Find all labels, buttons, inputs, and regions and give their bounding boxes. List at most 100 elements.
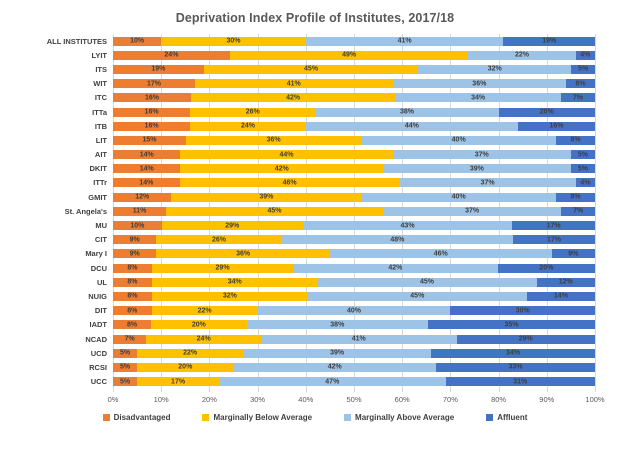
bar-segment-marginally-above-average: 32% [418,64,572,74]
data-label: 29% [215,264,230,272]
bar-segment-marginally-below-average: 42% [180,164,383,174]
bar-segment-affluent: 6% [566,79,595,89]
data-label: 5% [119,363,131,371]
bar-segment-affluent: 8% [556,135,595,145]
bar-segment-marginally-above-average: 38% [246,320,428,330]
category-label: MU [95,221,107,231]
bar-segment-affluent: 5% [570,150,595,160]
bar-row: UL 8% 34% 45% 12% [0,275,630,289]
category-label: UCC [90,377,107,387]
data-label: 17% [546,222,561,230]
bar-segment-disadvantaged: 14% [113,150,181,160]
bar-segment-disadvantaged: 8% [113,306,152,316]
bar-segment-disadvantaged: 8% [113,277,152,287]
data-label: 34% [506,349,521,357]
data-label: 37% [474,151,489,159]
bar-segment-marginally-below-average: 22% [151,306,258,316]
bar-segment-affluent: 5% [570,164,595,174]
category-label: ITB [94,121,107,131]
data-label: 36% [236,250,251,258]
stacked-bar: 9% 36% 46% 9% [113,249,595,259]
bar-segment-affluent: 17% [513,235,595,245]
bar-segment-disadvantaged: 5% [113,362,138,372]
bar-segment-disadvantaged: 9% [113,235,157,245]
stacked-bar: 16% 26% 38% 20% [113,107,595,117]
bar-row: NUIG 8% 32% 45% 14% [0,289,630,303]
bar-segment-disadvantaged: 19% [113,64,204,74]
data-label: 30% [226,37,241,45]
bar-row: UCD 5% 22% 39% 34% [0,346,630,360]
x-axis-tick-label: 90% [539,394,555,404]
data-label: 48% [390,236,405,244]
bar-segment-marginally-above-average: 37% [382,206,562,216]
x-axis-tick-label: 10% [153,394,169,404]
stacked-bar: 16% 24% 44% 16% [113,121,596,131]
category-label: UL [97,277,107,287]
category-label: RCSI [89,362,107,372]
data-label: 29% [225,222,240,230]
bar-segment-disadvantaged: 14% [113,178,180,188]
bar-row: UCC 5% 17% 47% 31% [0,375,630,389]
data-label: 16% [144,108,159,116]
x-axis-tick-label: 30% [250,394,266,404]
bar-segment-marginally-above-average: 42% [293,263,498,273]
bar-segment-affluent: 30% [450,306,595,316]
legend-label: Marginally Above Average [355,412,455,422]
data-label: 24% [164,51,179,59]
data-label: 16% [144,94,159,102]
data-label: 32% [222,292,237,300]
data-label: 7% [573,207,584,215]
legend-item-marginally-below-average: Marginally Below Average [202,413,312,422]
stacked-bar: 7% 24% 41% 29% [113,334,595,344]
bar-segment-marginally-above-average: 37% [399,178,576,188]
category-label: NUIG [88,291,107,301]
bar-segment-marginally-below-average: 34% [151,277,318,287]
data-label: 8% [127,321,138,329]
bar-segment-marginally-below-average: 44% [180,150,393,160]
data-label: 20% [191,321,206,329]
data-label: 8% [570,136,581,144]
stacked-bar: 9% 26% 48% 17% [113,235,595,245]
bar-segment-marginally-below-average: 45% [166,206,383,216]
bar-segment-affluent: 20% [497,263,595,273]
stacked-bar: 16% 42% 34% 7% [113,93,595,103]
bar-row: WIT 17% 41% 36% 6% [0,77,630,91]
data-label: 40% [346,307,362,315]
data-label: 30% [515,307,530,315]
bar-segment-affluent: 4% [575,50,595,60]
category-label: GMIT [88,192,107,202]
data-label: 7% [124,335,135,343]
bar-segment-disadvantaged: 14% [113,164,181,174]
bar-segment-marginally-below-average: 20% [151,320,247,330]
stacked-bar-chart: ALL INSTITUTES 10% 30% 41% 19% LYIT 24% 49% 22% 4… [0,34,630,407]
x-axis-tick-label: 50% [346,394,362,404]
bar-segment-affluent: 20% [498,107,595,117]
data-label: 19% [542,37,557,45]
bar-segment-marginally-below-average: 24% [190,121,306,131]
bar-row: St. Angela's 11% 45% 37% 7% [0,204,630,218]
data-label: 26% [245,108,260,116]
data-label: 39% [469,165,484,173]
bar-segment-affluent: 14% [526,291,595,301]
bar-segment-affluent: 35% [427,320,595,330]
bar-segment-marginally-above-average: 48% [281,235,514,245]
data-label: 36% [266,136,281,144]
data-label: 46% [282,179,297,187]
bar-row: MU 10% 29% 43% 17% [0,218,630,232]
data-label: 42% [327,363,342,371]
stacked-bar: 8% 22% 40% 30% [113,306,595,316]
legend-swatch-icon [486,413,494,421]
data-label: 33% [508,363,523,371]
category-label: IADT [89,320,108,330]
stacked-bar: 14% 46% 37% 4% [113,178,596,188]
data-label: 42% [388,264,403,272]
data-label: 4% [580,179,591,187]
x-axis-tick-label: 70% [442,394,458,404]
bar-segment-disadvantaged: 8% [113,320,152,330]
legend-swatch-icon [202,413,210,421]
bar-row: DKIT 14% 42% 39% 5% [0,162,630,176]
bar-segment-marginally-below-average: 46% [179,178,400,188]
data-label: 14% [553,292,568,300]
bar-segment-disadvantaged: 12% [113,192,172,202]
category-label: ITC [94,93,107,103]
